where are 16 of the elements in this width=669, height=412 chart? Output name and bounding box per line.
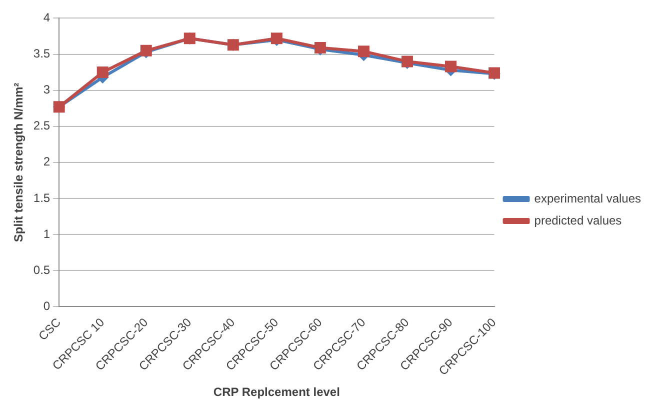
- y-tick-label: 0: [43, 298, 50, 313]
- x-axis-title: CRP Replcement level: [213, 385, 340, 400]
- y-tick-label: 1: [43, 226, 50, 241]
- y-tick-label: 2.5: [33, 118, 50, 133]
- y-tick-label: 4: [43, 10, 50, 25]
- y-tick-label: 2: [43, 154, 50, 169]
- y-tick-label: 3.5: [33, 46, 50, 61]
- legend-label: predicted values: [534, 213, 622, 228]
- y-tick-label: 1.5: [33, 190, 50, 205]
- y-tick-label: 3: [43, 82, 50, 97]
- point: [445, 60, 456, 72]
- point: [358, 46, 370, 58]
- point: [96, 66, 108, 78]
- y-tick-label: 0.5: [33, 262, 50, 277]
- y-axis-title: Split tensile strength N/mm²: [12, 82, 26, 242]
- legend-label: experimental values: [534, 191, 642, 206]
